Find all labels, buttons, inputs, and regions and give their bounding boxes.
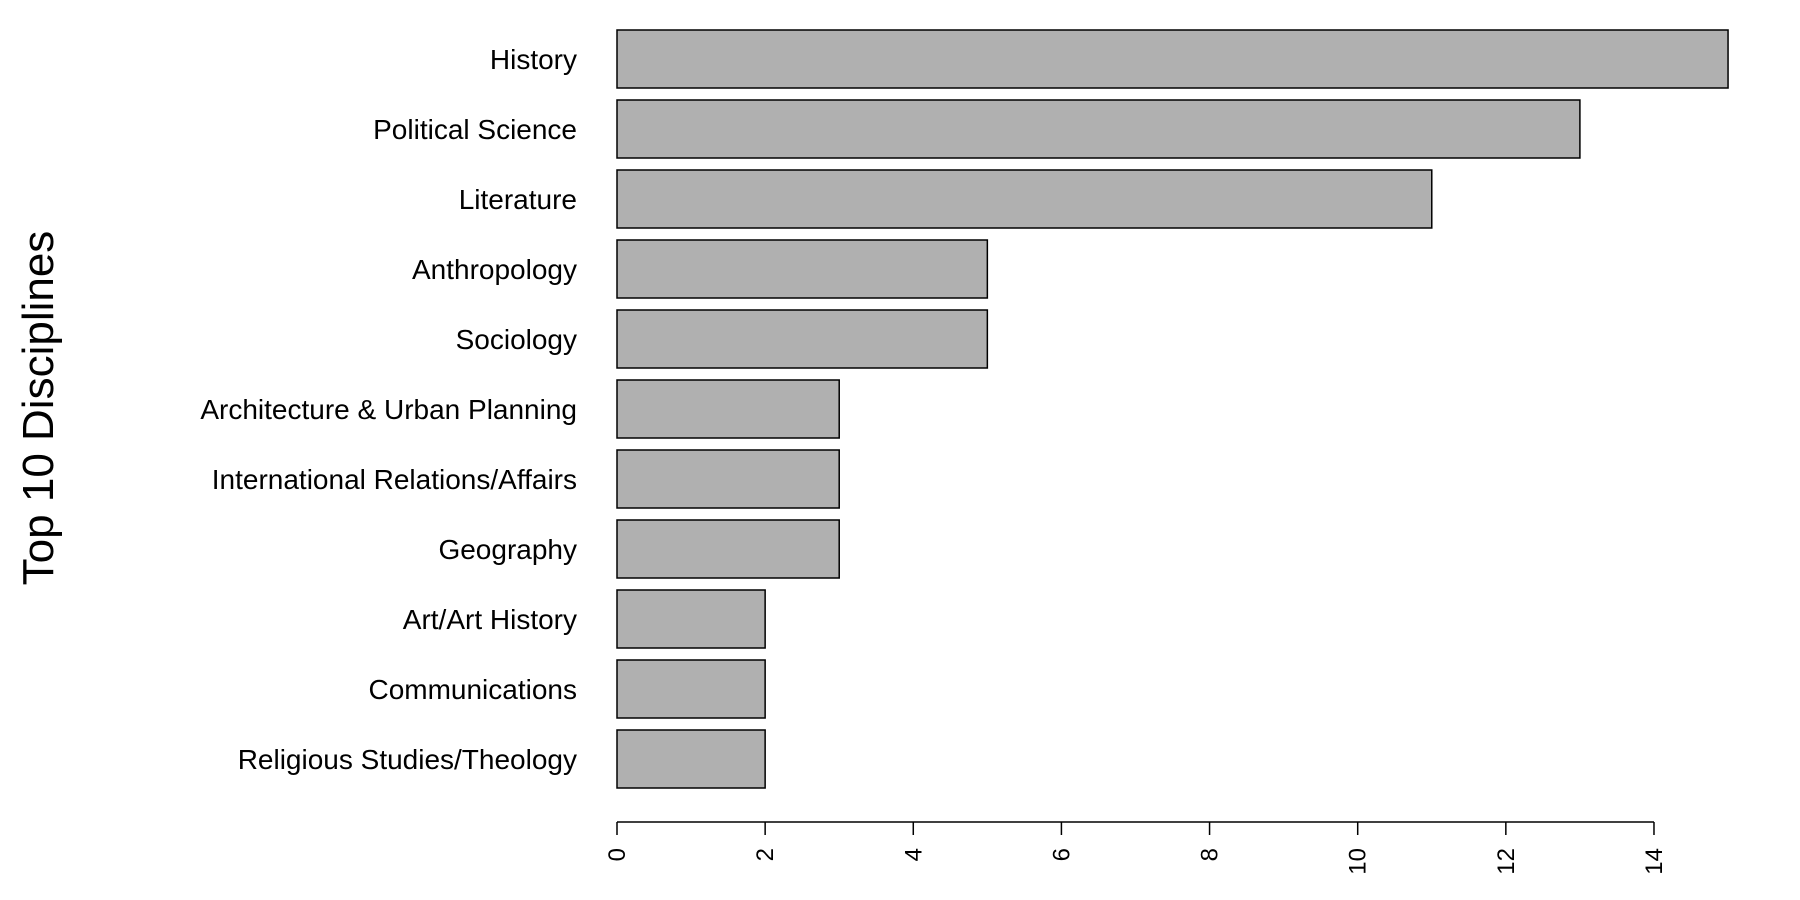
bar-art-art-history xyxy=(616,589,766,649)
bar-anthropology xyxy=(616,239,989,299)
category-label-architecture-urban-planning: Architecture & Urban Planning xyxy=(200,394,577,425)
category-label-literature: Literature xyxy=(459,184,577,215)
category-label-communications: Communications xyxy=(368,674,577,705)
bar-international-relations-affairs xyxy=(616,449,840,509)
category-labels: History Political Science Literature Anthro… xyxy=(200,44,577,775)
x-axis: 0 2 4 6 8 10 12 14 xyxy=(604,821,1668,875)
bar-architecture-urban-planning xyxy=(616,379,840,439)
x-tick-label-10: 10 xyxy=(1345,848,1372,875)
bars-layer xyxy=(616,29,1729,789)
x-tick-label-14: 14 xyxy=(1641,848,1668,875)
category-label-art-art-history: Art/Art History xyxy=(403,604,577,635)
bar-political-science xyxy=(616,99,1581,159)
y-axis-title: Top 10 Disciplines xyxy=(14,231,63,586)
category-label-history: History xyxy=(490,44,577,75)
category-label-anthropology: Anthropology xyxy=(412,254,577,285)
category-label-political-science: Political Science xyxy=(373,114,577,145)
bar-history xyxy=(616,29,1729,89)
x-tick-label-2: 2 xyxy=(752,848,779,861)
x-tick-label-8: 8 xyxy=(1197,848,1224,861)
bar-literature xyxy=(616,169,1433,229)
x-tick-label-6: 6 xyxy=(1048,848,1075,861)
bar-religious-studies-theology xyxy=(616,729,766,789)
category-label-sociology: Sociology xyxy=(456,324,577,355)
category-label-religious-studies-theology: Religious Studies/Theology xyxy=(238,744,577,775)
x-tick-label-0: 0 xyxy=(604,848,631,861)
bar-sociology xyxy=(616,309,989,369)
bar-communications xyxy=(616,659,766,719)
bar-geography xyxy=(616,519,840,579)
category-label-international-relations-affairs: International Relations/Affairs xyxy=(212,464,577,495)
category-label-geography: Geography xyxy=(438,534,577,565)
x-tick-label-4: 4 xyxy=(900,848,927,861)
x-tick-label-12: 12 xyxy=(1493,848,1520,875)
